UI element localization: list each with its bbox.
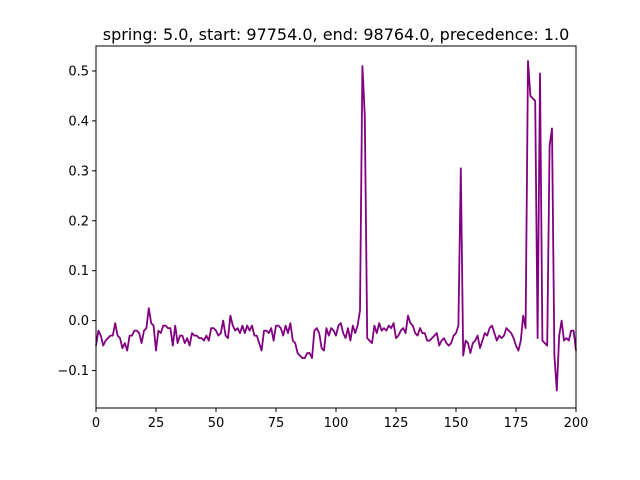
x-tick-label: 100: [324, 416, 349, 431]
y-tick-label: 0.3: [68, 164, 89, 179]
y-axis: −0.1 0.0 0.1 0.2 0.3 0.4 0.5: [57, 64, 96, 379]
y-tick-label: 0.2: [68, 214, 89, 229]
plot-area: [95, 60, 577, 392]
x-tick-label: 50: [208, 416, 225, 431]
x-tick-label: 150: [444, 416, 469, 431]
x-tick-label: 125: [384, 416, 409, 431]
y-tick-label: −0.1: [57, 364, 89, 379]
x-tick-label: 175: [504, 416, 529, 431]
x-tick-label: 25: [148, 416, 165, 431]
y-tick-label: 0.4: [68, 114, 89, 129]
y-tick-label: 0.0: [68, 314, 89, 329]
x-tick-label: 0: [92, 416, 100, 431]
series-line: [95, 60, 577, 392]
chart-title: spring: 5.0, start: 97754.0, end: 98764.…: [103, 25, 570, 44]
plot-frame: [95, 45, 577, 409]
x-tick-label: 200: [564, 416, 589, 431]
x-tick-label: 75: [268, 416, 285, 431]
y-tick-label: 0.1: [68, 264, 89, 279]
x-axis: 0 25 50 75 100 125 150 175 200: [92, 408, 589, 431]
y-tick-label: 0.5: [68, 64, 89, 79]
